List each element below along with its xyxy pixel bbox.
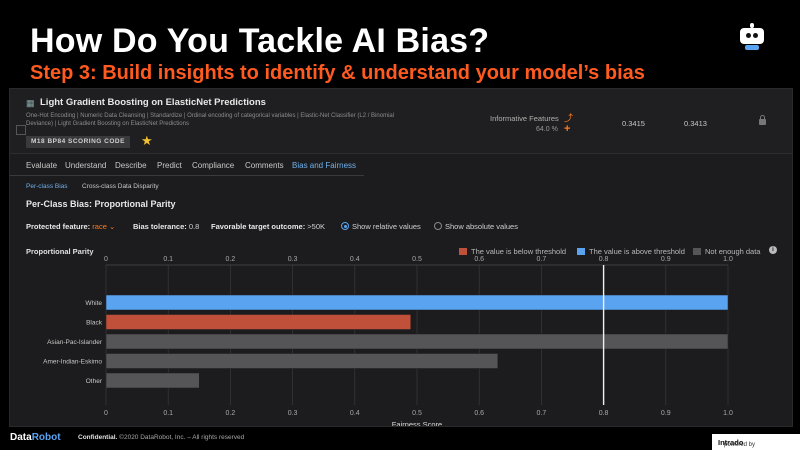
legend-not-enough-data: Not enough data bbox=[693, 247, 760, 256]
model-description: One-Hot Encoding | Numeric Data Cleansin… bbox=[26, 113, 395, 127]
section-title: Per-Class Bias: Proportional Parity bbox=[26, 199, 176, 209]
x-tick-label-top: 0.9 bbox=[661, 256, 671, 263]
plus-icon[interactable]: + bbox=[564, 123, 571, 135]
bar-asian-pac-islander bbox=[105, 333, 729, 350]
x-tick-label-top: 0.2 bbox=[226, 256, 236, 263]
protected-feature-value[interactable]: race bbox=[92, 222, 107, 231]
proportional-parity-chart: 0 0 0.1 0.1 0.2 0.2 0.3 0.3 0.4 0.4 0.5 0.5 0.6 0.6 0.… bbox=[43, 256, 733, 426]
tab-understand[interactable]: Understand bbox=[65, 161, 107, 170]
x-tick-label-bottom: 0.3 bbox=[288, 410, 298, 417]
tab-divider bbox=[10, 175, 364, 176]
category-label: Asian-Pac-Islander bbox=[47, 339, 103, 346]
model-header: ▦ Light Gradient Boosting on ElasticNet … bbox=[10, 89, 792, 154]
footer-confidential: Confidential. ©2020 DataRobot, Inc. – Al… bbox=[78, 434, 245, 441]
x-tick-label-bottom: 0.6 bbox=[474, 410, 484, 417]
slide-subtitle: Step 3: Build insights to identify & und… bbox=[30, 62, 645, 84]
x-tick-label-bottom: 0.9 bbox=[661, 410, 671, 417]
x-tick-label-top: 1.0 bbox=[723, 256, 733, 263]
model-badge: M18 BP84 SCORING CODE bbox=[26, 136, 130, 148]
bar-amer-indian-eskimo bbox=[105, 353, 499, 369]
tab-comments[interactable]: Comments bbox=[245, 161, 284, 170]
bar-other bbox=[105, 372, 200, 389]
favorable-target-label: Favorable target outcome: bbox=[211, 222, 306, 231]
x-tick-label-top: 0.5 bbox=[412, 256, 422, 263]
datarobot-app-window: ▦ Light Gradient Boosting on ElasticNet … bbox=[9, 88, 793, 427]
bar-white bbox=[105, 294, 729, 311]
tab-compliance[interactable]: Compliance bbox=[192, 161, 235, 170]
star-icon[interactable]: ★ bbox=[141, 133, 153, 148]
x-tick-label-bottom: 0.8 bbox=[599, 410, 609, 417]
x-tick-label-bottom: 0.2 bbox=[226, 410, 236, 417]
category-label: Black bbox=[86, 320, 103, 327]
protected-feature-label: Protected feature: bbox=[26, 222, 91, 231]
show-relative-values-radio[interactable]: Show relative values bbox=[341, 222, 421, 231]
bar-black bbox=[105, 314, 412, 330]
x-tick-label-bottom: 0.7 bbox=[537, 410, 547, 417]
lock-icon bbox=[759, 115, 766, 125]
subtab-per-class-bias[interactable]: Per-class Bias bbox=[26, 183, 68, 190]
tab-bias-and-fairness[interactable]: Bias and Fairness bbox=[292, 161, 357, 170]
x-tick-label-bottom: 0 bbox=[104, 410, 108, 417]
x-tick-label-bottom: 0.1 bbox=[163, 410, 173, 417]
legend-below-threshold: The value is below threshold bbox=[459, 247, 566, 256]
tab-describe[interactable]: Describe bbox=[115, 161, 147, 170]
radio-unselected-icon[interactable] bbox=[434, 222, 442, 230]
x-tick-label-bottom: 1.0 bbox=[723, 410, 733, 417]
protected-feature-control[interactable]: Protected feature: race ⌄ bbox=[26, 222, 115, 231]
show-absolute-values-radio[interactable]: Show absolute values bbox=[434, 222, 518, 231]
x-tick-label-top: 0.3 bbox=[288, 256, 298, 263]
datarobot-logo: DataRobot bbox=[10, 432, 61, 443]
favorable-target: Favorable target outcome: >50K bbox=[211, 222, 325, 231]
category-label: Amer-Indian-Eskimo bbox=[43, 359, 102, 366]
bias-tolerance-label: Bias tolerance: bbox=[133, 222, 187, 231]
x-tick-label-top: 0.6 bbox=[474, 256, 484, 263]
feature-list-icon[interactable]: ⤴ bbox=[564, 113, 574, 123]
robot-mascot-icon bbox=[738, 22, 766, 50]
bias-tolerance-value: 0.8 bbox=[188, 222, 200, 231]
model-select-checkbox[interactable] bbox=[16, 125, 26, 135]
x-tick-label-bottom: 0.5 bbox=[412, 410, 422, 417]
favorable-target-value: >50K bbox=[307, 222, 326, 231]
category-label: White bbox=[85, 300, 102, 307]
model-name[interactable]: Light Gradient Boosting on ElasticNet Pr… bbox=[40, 97, 266, 108]
bias-tolerance: Bias tolerance: 0.8 bbox=[133, 222, 199, 231]
x-tick-label-top: 0.1 bbox=[163, 256, 173, 263]
slide-title: How Do You Tackle AI Bias? bbox=[30, 22, 490, 60]
chevron-down-icon[interactable]: ⌄ bbox=[108, 222, 116, 231]
tab-evaluate[interactable]: Evaluate bbox=[26, 161, 58, 170]
sample-size-value: 64.0 % bbox=[536, 126, 558, 133]
tab-predict[interactable]: Predict bbox=[157, 161, 182, 170]
radio-selected-icon[interactable] bbox=[341, 222, 349, 230]
category-label: Other bbox=[86, 378, 103, 385]
x-axis-label: Fairness Score bbox=[392, 420, 442, 426]
cross-validation-score: 0.3413 bbox=[684, 119, 707, 128]
chart-title: Proportional Parity bbox=[26, 247, 94, 256]
powered-by-intrado-logo: powered by Intrado bbox=[712, 434, 800, 450]
x-tick-label-top: 0 bbox=[104, 256, 108, 263]
legend-above-threshold: The value is above threshold bbox=[577, 247, 685, 256]
subtab-cross-class-disparity[interactable]: Cross-class Data Disparity bbox=[82, 183, 159, 190]
informative-features-label[interactable]: Informative Features bbox=[490, 114, 559, 123]
validation-score: 0.3415 bbox=[622, 119, 645, 128]
x-tick-label-top: 0.8 bbox=[599, 256, 609, 263]
x-tick-label-top: 0.4 bbox=[350, 256, 360, 263]
x-tick-label-top: 0.7 bbox=[537, 256, 547, 263]
x-tick-label-bottom: 0.4 bbox=[350, 410, 360, 417]
info-icon[interactable]: i bbox=[769, 246, 777, 254]
blueprint-icon: ▦ bbox=[26, 98, 35, 108]
